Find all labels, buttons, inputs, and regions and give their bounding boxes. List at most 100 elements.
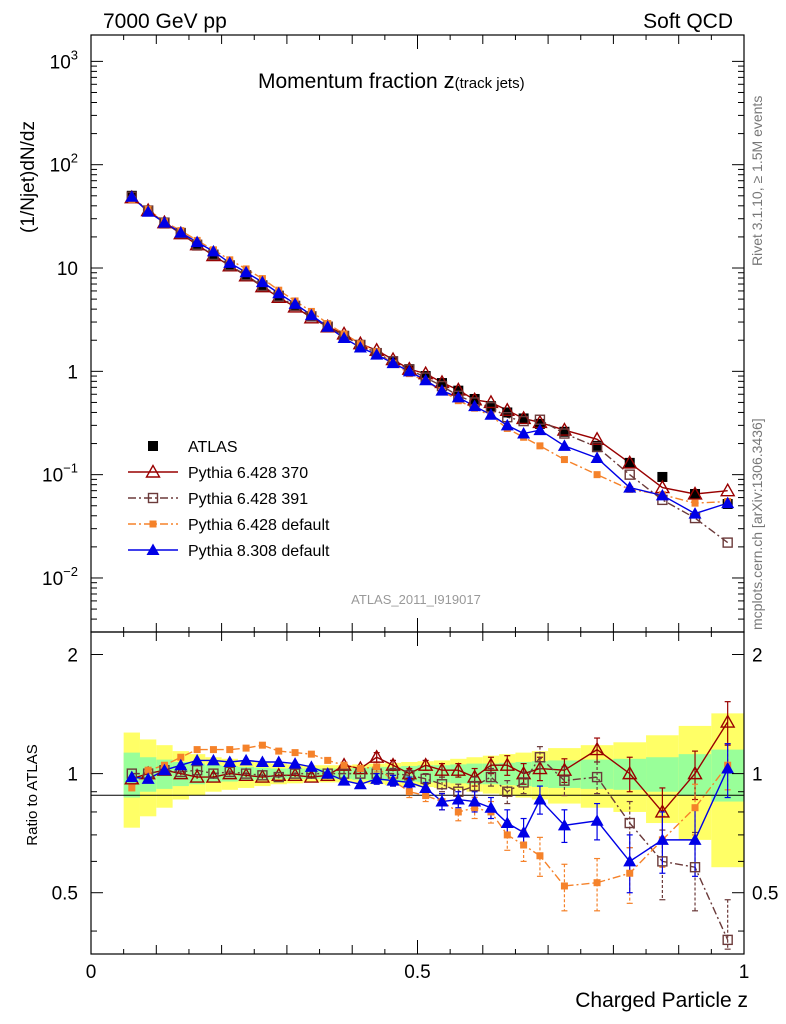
ratio-point-p6def <box>454 808 462 816</box>
process-label: Soft QCD <box>643 10 733 33</box>
legend-label-atlas: ATLAS <box>188 439 238 456</box>
main-ytick-label-base: 10 <box>42 569 63 590</box>
ratio-point-p8def <box>386 774 400 786</box>
point-p370 <box>499 402 515 416</box>
ratio-point-p8def <box>557 818 571 831</box>
point-p391 <box>559 428 570 439</box>
ratio-point-p370 <box>532 760 548 775</box>
series-line-p6def <box>131 198 728 504</box>
band-inner-bin <box>646 757 679 792</box>
mcplots-label: mcplots.cern.ch [arXiv:1306.3436] <box>749 418 765 630</box>
point-atlas <box>592 440 603 451</box>
ratio-point-p6def <box>209 746 217 754</box>
ratio-point-p6def <box>177 753 185 761</box>
ratio-ytick-label-right: 1 <box>752 765 763 786</box>
ratio-point-p370 <box>271 767 287 782</box>
point-p8def <box>370 348 384 360</box>
point-p8def <box>688 507 702 519</box>
ratio-point-p370 <box>205 769 222 783</box>
ratio-point-p370 <box>483 757 499 771</box>
legend-marker-p8def <box>146 543 160 555</box>
ratio-point-p8def <box>321 767 335 779</box>
ratio-ytick-label: 0.5 <box>52 884 78 905</box>
point-p8def <box>157 216 171 228</box>
point-p8def <box>337 331 351 344</box>
main-ytick-label-exponent: 3 <box>71 47 78 62</box>
ratio-point-p6def <box>422 792 430 800</box>
point-p8def <box>484 408 498 420</box>
ratio-point-p370 <box>556 762 573 776</box>
ratio-point-p6def <box>626 869 634 877</box>
point-p370 <box>589 431 605 445</box>
plot-title: Momentum fraction z(track jets) <box>258 68 525 93</box>
point-p8def <box>321 320 335 332</box>
point-p8def <box>386 356 400 369</box>
ratio-point-p6def <box>340 761 348 769</box>
ratio-point-p8def <box>304 760 318 772</box>
ratio-point-p391 <box>518 777 529 788</box>
ratio-point-p370 <box>417 757 434 771</box>
ratio-ylabel: Ratio to ATLAS <box>24 744 41 845</box>
point-p391 <box>518 415 529 427</box>
ratio-point-p8def <box>533 793 547 805</box>
legend-label-p370: Pythia 6.428 370 <box>188 465 308 482</box>
ratio-point-p391 <box>257 770 268 781</box>
ratio-point-p6def <box>691 804 699 812</box>
ratio-point-p391 <box>240 768 252 779</box>
ratio-frame <box>90 631 745 955</box>
main-ytick-label: 10−2 <box>42 564 78 590</box>
point-p370 <box>622 454 638 469</box>
legend-marker-p370 <box>145 464 161 478</box>
main-ytick-label-base: 10 <box>50 156 71 177</box>
ratio-point-p8def <box>174 758 188 771</box>
ratio-point-p370 <box>589 741 605 756</box>
plot-title-z: z <box>444 68 455 93</box>
main-ytick-label-base: 10 <box>50 52 71 73</box>
ratio-point-p8def <box>353 777 367 790</box>
ratio-point-p6def <box>324 756 332 764</box>
ratio-point-p391 <box>559 775 570 786</box>
ratio-point-p391 <box>657 856 668 867</box>
ratio-point-p8def <box>623 854 637 867</box>
point-p370 <box>483 394 499 409</box>
point-atlas <box>469 393 480 404</box>
point-p8def <box>419 373 433 386</box>
point-p8def <box>125 190 139 202</box>
ratio-uncertainty-band <box>123 713 744 868</box>
ratio-point-p8def <box>451 793 465 805</box>
ratio-point-p391 <box>485 771 497 783</box>
xtick-label: 0 <box>86 962 97 983</box>
point-p8def <box>272 286 286 299</box>
point-p8def <box>174 226 188 238</box>
ratio-point-p8def <box>419 781 433 793</box>
ratio-point-p370 <box>238 767 254 782</box>
ratio-point-p370 <box>687 765 703 780</box>
x-axis-label: Charged Particle z <box>575 989 748 1012</box>
ratio-point-p6def <box>560 882 568 890</box>
ratio-point-p6def <box>373 763 381 771</box>
ratio-point-p8def <box>590 814 604 826</box>
ratio-point-p6def <box>291 749 299 757</box>
ratio-point-p391 <box>534 752 546 763</box>
ratio-point-p6def <box>258 741 266 749</box>
ratio-plot-marks <box>124 701 736 950</box>
point-p8def <box>288 297 302 309</box>
ratio-point-p391 <box>191 765 203 776</box>
point-p8def <box>190 235 204 248</box>
ratio-point-p391 <box>436 779 448 790</box>
energy-label: 7000 GeV pp <box>103 10 227 33</box>
ratio-point-p370 <box>189 769 205 783</box>
main-ylabel: (1/Njet)dN/dz <box>18 121 39 233</box>
ratio-point-p6def <box>307 750 315 758</box>
point-atlas <box>559 426 570 437</box>
ratio-point-p8def <box>500 816 514 829</box>
ratio-point-p6def <box>193 746 201 754</box>
ratio-point-p8def <box>655 833 669 845</box>
point-p8def <box>435 384 449 396</box>
ratio-point-p8def <box>468 795 482 807</box>
ratio-point-p6def <box>471 804 479 812</box>
ratio-point-p8def <box>157 763 171 776</box>
main-ytick-label-exponent: −1 <box>63 461 78 476</box>
point-p8def <box>623 481 637 493</box>
